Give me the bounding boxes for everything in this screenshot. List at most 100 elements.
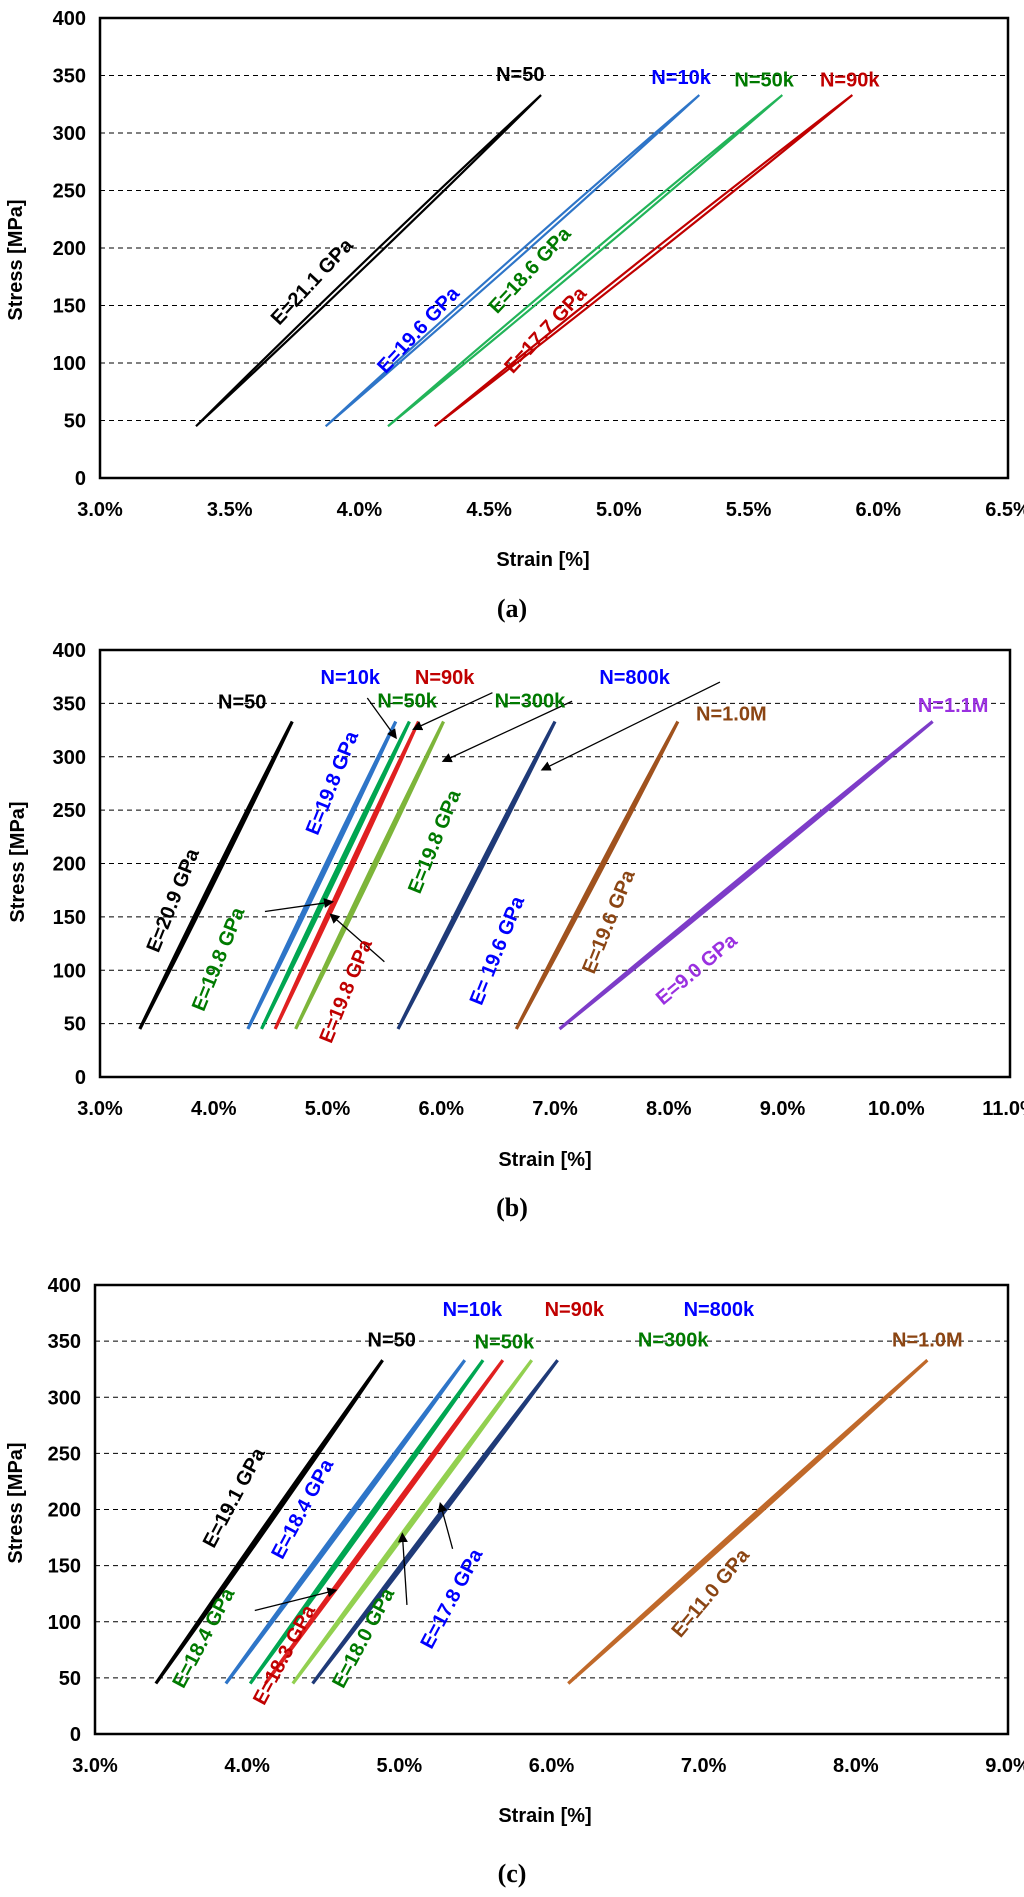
series-line-n-300k: [294, 720, 445, 1030]
y-tick-label: 150: [48, 1556, 81, 1578]
y-tick-label: 300: [48, 1387, 81, 1409]
y-tick-label: 400: [48, 1275, 81, 1297]
series-line-n-1-1m: [558, 720, 934, 1031]
y-tick-label: 50: [64, 1014, 86, 1036]
series-line-n-800k: [396, 720, 557, 1030]
annotation-arrow: [540, 681, 721, 771]
series-line-n-90k: [433, 94, 854, 428]
cycle-label: N=800k: [684, 1299, 755, 1321]
arrows-c: [254, 1501, 454, 1612]
cycle-label: N=300k: [638, 1329, 709, 1351]
grid-lines-c: [93, 1283, 1010, 1736]
cycle-label: N=50k: [475, 1332, 535, 1354]
modulus-label: E=19.6 GPa: [373, 282, 464, 378]
y-tick-label: 150: [53, 907, 86, 929]
series-line-n-50: [195, 94, 542, 428]
x-tick-label: 6.0%: [418, 1098, 464, 1120]
modulus-label: E=18.4 GPa: [169, 1584, 240, 1692]
cycle-label: N=90k: [820, 70, 880, 92]
series-line-n-1-0m: [514, 720, 680, 1030]
x-tick-label: 4.5%: [466, 499, 512, 521]
modulus-label: E=19.8 GPa: [302, 727, 364, 838]
series-b: [138, 720, 934, 1031]
chart-panel-a: 0 50 100 150 200 250 300 350 400 3.0% 3.5% 4.0% 4.5…: [5, 8, 1024, 623]
series-line-n-10k: [224, 1359, 467, 1685]
x-tick-label: 7.0%: [681, 1755, 727, 1777]
x-axis-title-a: Strain [%]: [496, 549, 589, 571]
caption-b: (b): [496, 1193, 528, 1222]
caption-c: (c): [498, 1859, 527, 1888]
modulus-label: E=19.8 GPa: [315, 936, 377, 1047]
cycle-label: N=10k: [651, 67, 711, 89]
y-tick-label: 200: [53, 238, 86, 260]
cycle-label: N=800k: [599, 667, 670, 689]
cycle-label: N=1.1M: [918, 695, 989, 717]
grid-lines-b: [98, 648, 1012, 1079]
x-tick-label: 8.0%: [833, 1755, 879, 1777]
y-tick-label: 0: [75, 1067, 86, 1089]
cycle-label: N=90k: [545, 1299, 605, 1321]
xtick-labels-b: 3.0% 4.0% 5.0% 6.0% 7.0% 8.0% 9.0% 10.0% 11.0%: [77, 1098, 1024, 1120]
y-tick-label: 400: [53, 640, 86, 662]
series-line-n-10k: [324, 94, 701, 428]
series-line-n-1-0m: [567, 1359, 929, 1685]
x-tick-label: 8.0%: [646, 1098, 692, 1120]
y-tick-label: 100: [53, 353, 86, 375]
cycle-label: N=50: [368, 1329, 416, 1351]
modulus-label: E= 19.6 GPa: [466, 892, 530, 1008]
y-tick-label: 300: [53, 123, 86, 145]
modulus-label: E=18.0 GPa: [328, 1584, 399, 1692]
y-tick-label: 250: [48, 1443, 81, 1465]
ytick-labels-b: 0 50 100 150 200 250 300 350 400: [53, 640, 86, 1089]
annotation-arrow: [441, 700, 573, 763]
y-tick-label: 350: [53, 693, 86, 715]
series-line-n-10k: [246, 720, 398, 1030]
series-line-n-800k: [311, 1359, 559, 1685]
y-tick-label: 100: [48, 1612, 81, 1634]
annotation-arrow: [254, 1587, 338, 1612]
chart-panel-c: 0 50 100 150 200 250 300 350 400 3.0% 4.0% 5.0% 6.0…: [5, 1275, 1024, 1888]
x-tick-label: 11.0%: [982, 1098, 1024, 1120]
caption-a: (a): [497, 594, 527, 623]
annotation-arrow: [412, 692, 493, 731]
arrows-b: [264, 681, 721, 963]
x-tick-label: 4.0%: [337, 499, 383, 521]
modulus-label: E=20.9 GPa: [143, 845, 205, 956]
annotation-arrow: [366, 697, 397, 740]
y-tick-label: 250: [53, 181, 86, 203]
y-tick-label: 350: [48, 1331, 81, 1353]
x-tick-label: 10.0%: [868, 1098, 925, 1120]
y-tick-label: 0: [75, 468, 86, 490]
x-tick-label: 9.0%: [760, 1098, 806, 1120]
x-tick-label: 3.0%: [77, 499, 123, 521]
grid-lines-a: [98, 16, 1010, 480]
x-tick-label: 5.0%: [596, 499, 642, 521]
y-tick-label: 150: [53, 296, 86, 318]
modulus-label: E=19.8 GPa: [188, 904, 250, 1015]
series-line-n-300k: [291, 1359, 534, 1685]
ytick-labels-c: 0 50 100 150 200 250 300 350 400: [48, 1275, 81, 1746]
x-tick-label: 4.0%: [224, 1755, 270, 1777]
x-tick-label: 6.0%: [529, 1755, 575, 1777]
cycle-label: N=300k: [495, 691, 566, 713]
cycle-label: N=1.0M: [696, 703, 767, 725]
annotation-arrow: [329, 913, 385, 963]
cycle-label: N=50k: [377, 691, 437, 713]
x-tick-label: 6.5%: [985, 499, 1024, 521]
x-axis-title-b: Strain [%]: [498, 1149, 591, 1171]
x-tick-label: 5.0%: [377, 1755, 423, 1777]
y-tick-label: 50: [59, 1668, 81, 1690]
y-axis-title-a: Stress [MPa]: [5, 199, 27, 320]
x-tick-label: 3.0%: [77, 1098, 123, 1120]
series-line-n-50: [138, 720, 294, 1030]
y-tick-label: 0: [70, 1724, 81, 1746]
y-tick-label: 300: [53, 747, 86, 769]
annotation-arrow: [264, 898, 335, 913]
modulus-label: E=17.8 GPa: [417, 1545, 488, 1653]
x-tick-label: 3.5%: [207, 499, 253, 521]
x-axis-title-c: Strain [%]: [498, 1805, 591, 1827]
series-line-n-50k: [260, 720, 411, 1030]
annotations-b: N=50 N=10k N=90k N=800k N=50k N=300k N=1.0M N=1…: [143, 667, 989, 1046]
